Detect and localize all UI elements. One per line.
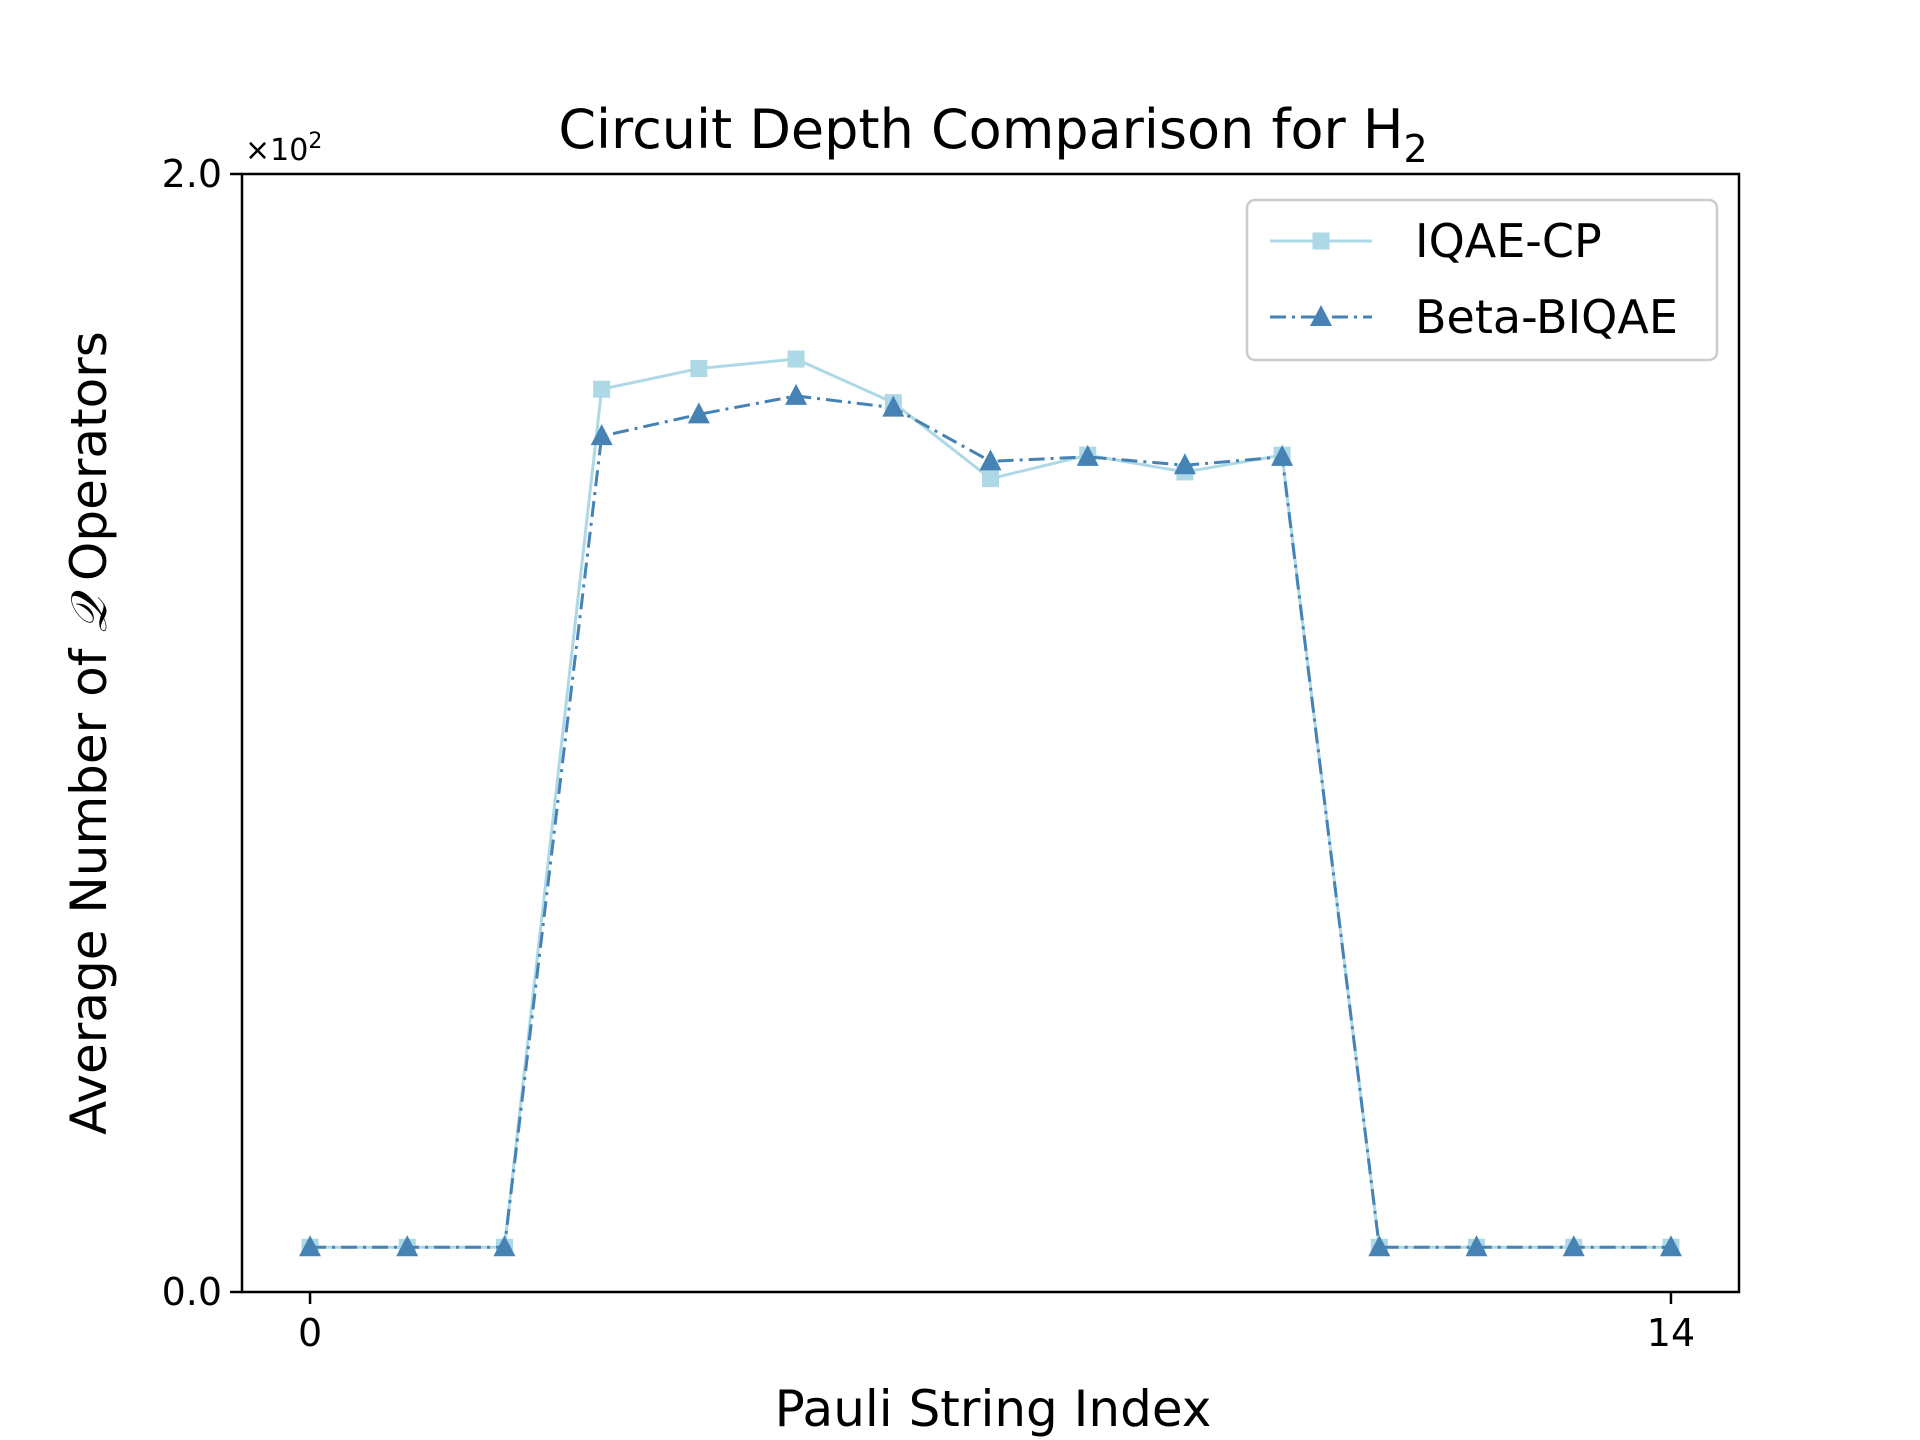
chart-title-subscript: 2 <box>1403 127 1427 171</box>
legend: IQAE-CP Beta-BIQAE <box>1245 198 1719 362</box>
y-tick-label: 2.0 <box>162 152 222 196</box>
y-offset-exponent: 2 <box>308 129 322 154</box>
data-point <box>979 449 1002 471</box>
legend-entries: IQAE-CP Beta-BIQAE <box>1270 214 1678 344</box>
data-point <box>590 424 613 446</box>
data-point <box>687 402 710 424</box>
plot-frame <box>240 172 1741 1294</box>
y-tick-label: 0.0 <box>162 1270 222 1314</box>
data-point <box>493 1235 516 1257</box>
series-line <box>310 394 1671 1249</box>
x-tick-label: 0 <box>298 1311 322 1355</box>
y-offset-label: ×102 <box>245 129 322 168</box>
y-axis-label-suffix: Operators <box>60 331 118 597</box>
data-point <box>396 1235 419 1257</box>
x-axis: 0 14 <box>298 1292 1695 1355</box>
legend-entry: IQAE-CP <box>1270 214 1602 268</box>
data-point <box>787 350 805 368</box>
legend-marker <box>1310 305 1332 326</box>
y-axis-label: Average Number of 𝒬 Operators <box>60 331 118 1135</box>
data-point <box>785 383 808 405</box>
data-point <box>1076 444 1099 466</box>
data-point <box>982 470 999 488</box>
data-point <box>1465 1235 1488 1257</box>
x-tick-label: 14 <box>1647 1311 1695 1355</box>
series-iqae-cp <box>301 350 1680 1256</box>
data-point <box>593 380 611 398</box>
x-axis-label: Pauli String Index <box>775 1380 1212 1438</box>
data-point <box>1173 453 1196 475</box>
legend-label: Beta-BIQAE <box>1415 290 1678 344</box>
legend-marker <box>1312 232 1330 250</box>
data-point <box>1271 444 1294 466</box>
data-point <box>882 395 905 417</box>
y-axis: 0.0 2.0 <box>162 152 242 1314</box>
data-point <box>690 360 708 378</box>
chart-title: Circuit Depth Comparison for H2 <box>558 98 1427 171</box>
legend-label: IQAE-CP <box>1415 214 1602 268</box>
series-beta-biqae <box>299 383 1682 1257</box>
data-point <box>299 1235 322 1257</box>
chart-title-text: Circuit Depth Comparison for H <box>558 98 1403 161</box>
data-point <box>1659 1235 1682 1257</box>
legend-entry: Beta-BIQAE <box>1270 290 1678 344</box>
y-offset-base: ×10 <box>245 133 308 168</box>
plot-area <box>299 350 1682 1257</box>
y-axis-label-symbol: 𝒬 <box>60 590 118 633</box>
data-point <box>1562 1235 1585 1257</box>
y-axis-label-prefix: Average Number of <box>60 633 118 1135</box>
data-point <box>1368 1235 1391 1257</box>
series-line <box>310 357 1671 1249</box>
